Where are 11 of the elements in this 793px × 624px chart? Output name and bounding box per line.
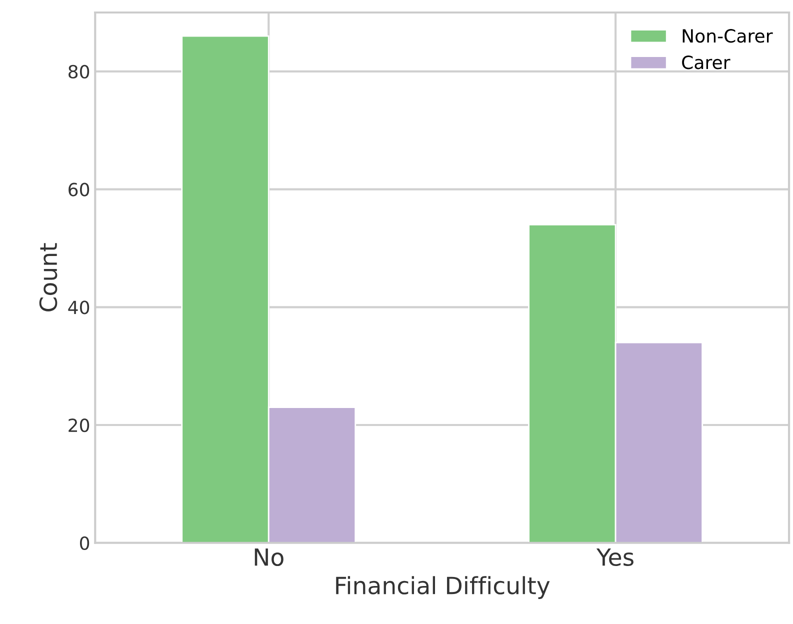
y-tick-label: 40 [68,300,90,314]
x-axis-title: Financial Difficulty [336,576,550,599]
y-tick-label: 80 [68,64,90,79]
legend-label: Non-Carer [682,29,773,43]
y-tick-label: 0 [80,536,90,550]
y-tick-label: 20 [68,418,90,432]
legend-label: Carer [682,56,730,70]
x-tick-label: Yes [596,548,634,566]
y-axis-title: Count [39,243,58,312]
y-tick-label: 60 [68,182,90,196]
x-tick-label: No [254,548,284,566]
